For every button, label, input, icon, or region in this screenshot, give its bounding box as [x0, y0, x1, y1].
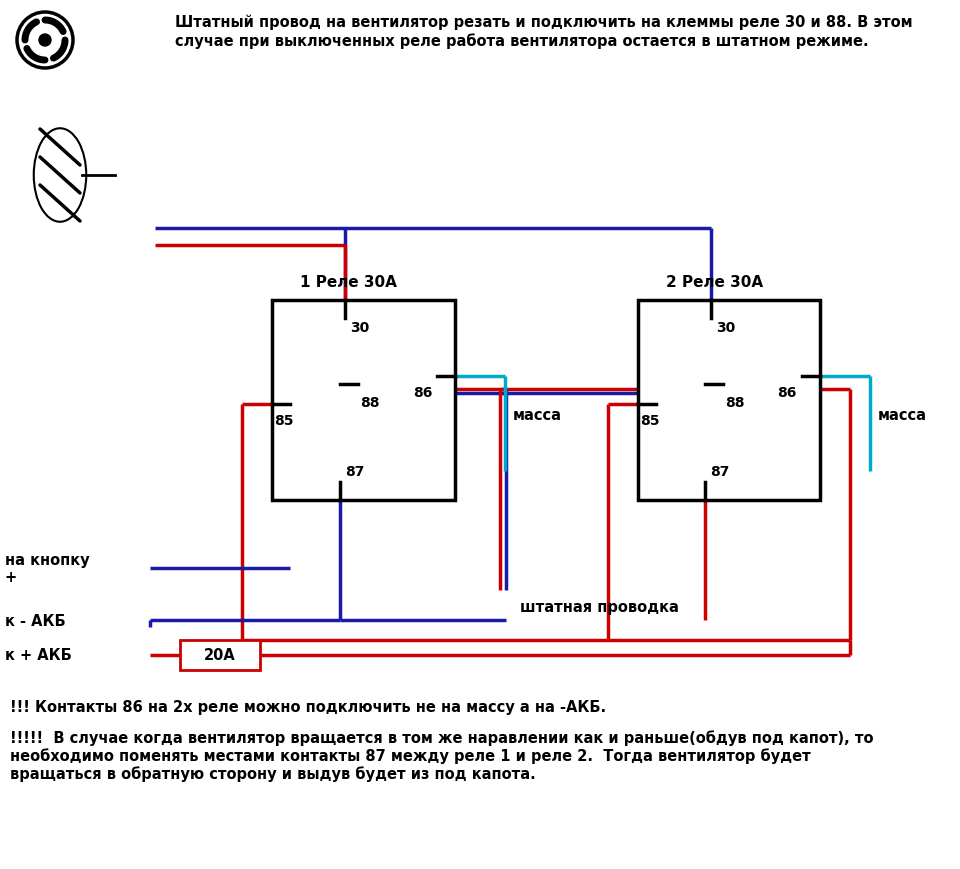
- Text: на кнопку
+: на кнопку +: [5, 553, 89, 586]
- Circle shape: [39, 34, 51, 46]
- Text: штатная проводка: штатная проводка: [520, 600, 679, 615]
- Text: к - АКБ: к - АКБ: [5, 614, 65, 629]
- Text: 20А: 20А: [204, 647, 236, 662]
- Text: 30: 30: [350, 321, 370, 335]
- Text: 87: 87: [710, 465, 730, 479]
- Bar: [638, 300, 820, 500]
- Text: 30: 30: [716, 321, 735, 335]
- Text: 87: 87: [345, 465, 364, 479]
- Text: 85: 85: [274, 414, 294, 428]
- Text: !!! Контакты 86 на 2х реле можно подключить не на массу а на -АКБ.: !!! Контакты 86 на 2х реле можно подключ…: [10, 700, 606, 715]
- Text: 1 Реле 30А: 1 Реле 30А: [300, 275, 397, 290]
- Text: 85: 85: [640, 414, 660, 428]
- Text: 86: 86: [778, 386, 797, 400]
- Text: масса: масса: [878, 408, 927, 423]
- Text: 88: 88: [360, 396, 379, 410]
- Text: !!!!!  В случае когда вентилятор вращается в том же наравлении как и раньше(обду: !!!!! В случае когда вентилятор вращаетс…: [10, 730, 874, 782]
- Text: масса: масса: [513, 408, 562, 423]
- Text: 86: 86: [413, 386, 432, 400]
- Text: 88: 88: [726, 396, 745, 410]
- Text: 2 Реле 30А: 2 Реле 30А: [666, 275, 763, 290]
- Text: к + АКБ: к + АКБ: [5, 647, 72, 662]
- Bar: [180, 640, 260, 670]
- Bar: [272, 300, 455, 500]
- Text: Штатный провод на вентилятор резать и подключить на клеммы реле 30 и 88. В этом
: Штатный провод на вентилятор резать и по…: [175, 15, 913, 49]
